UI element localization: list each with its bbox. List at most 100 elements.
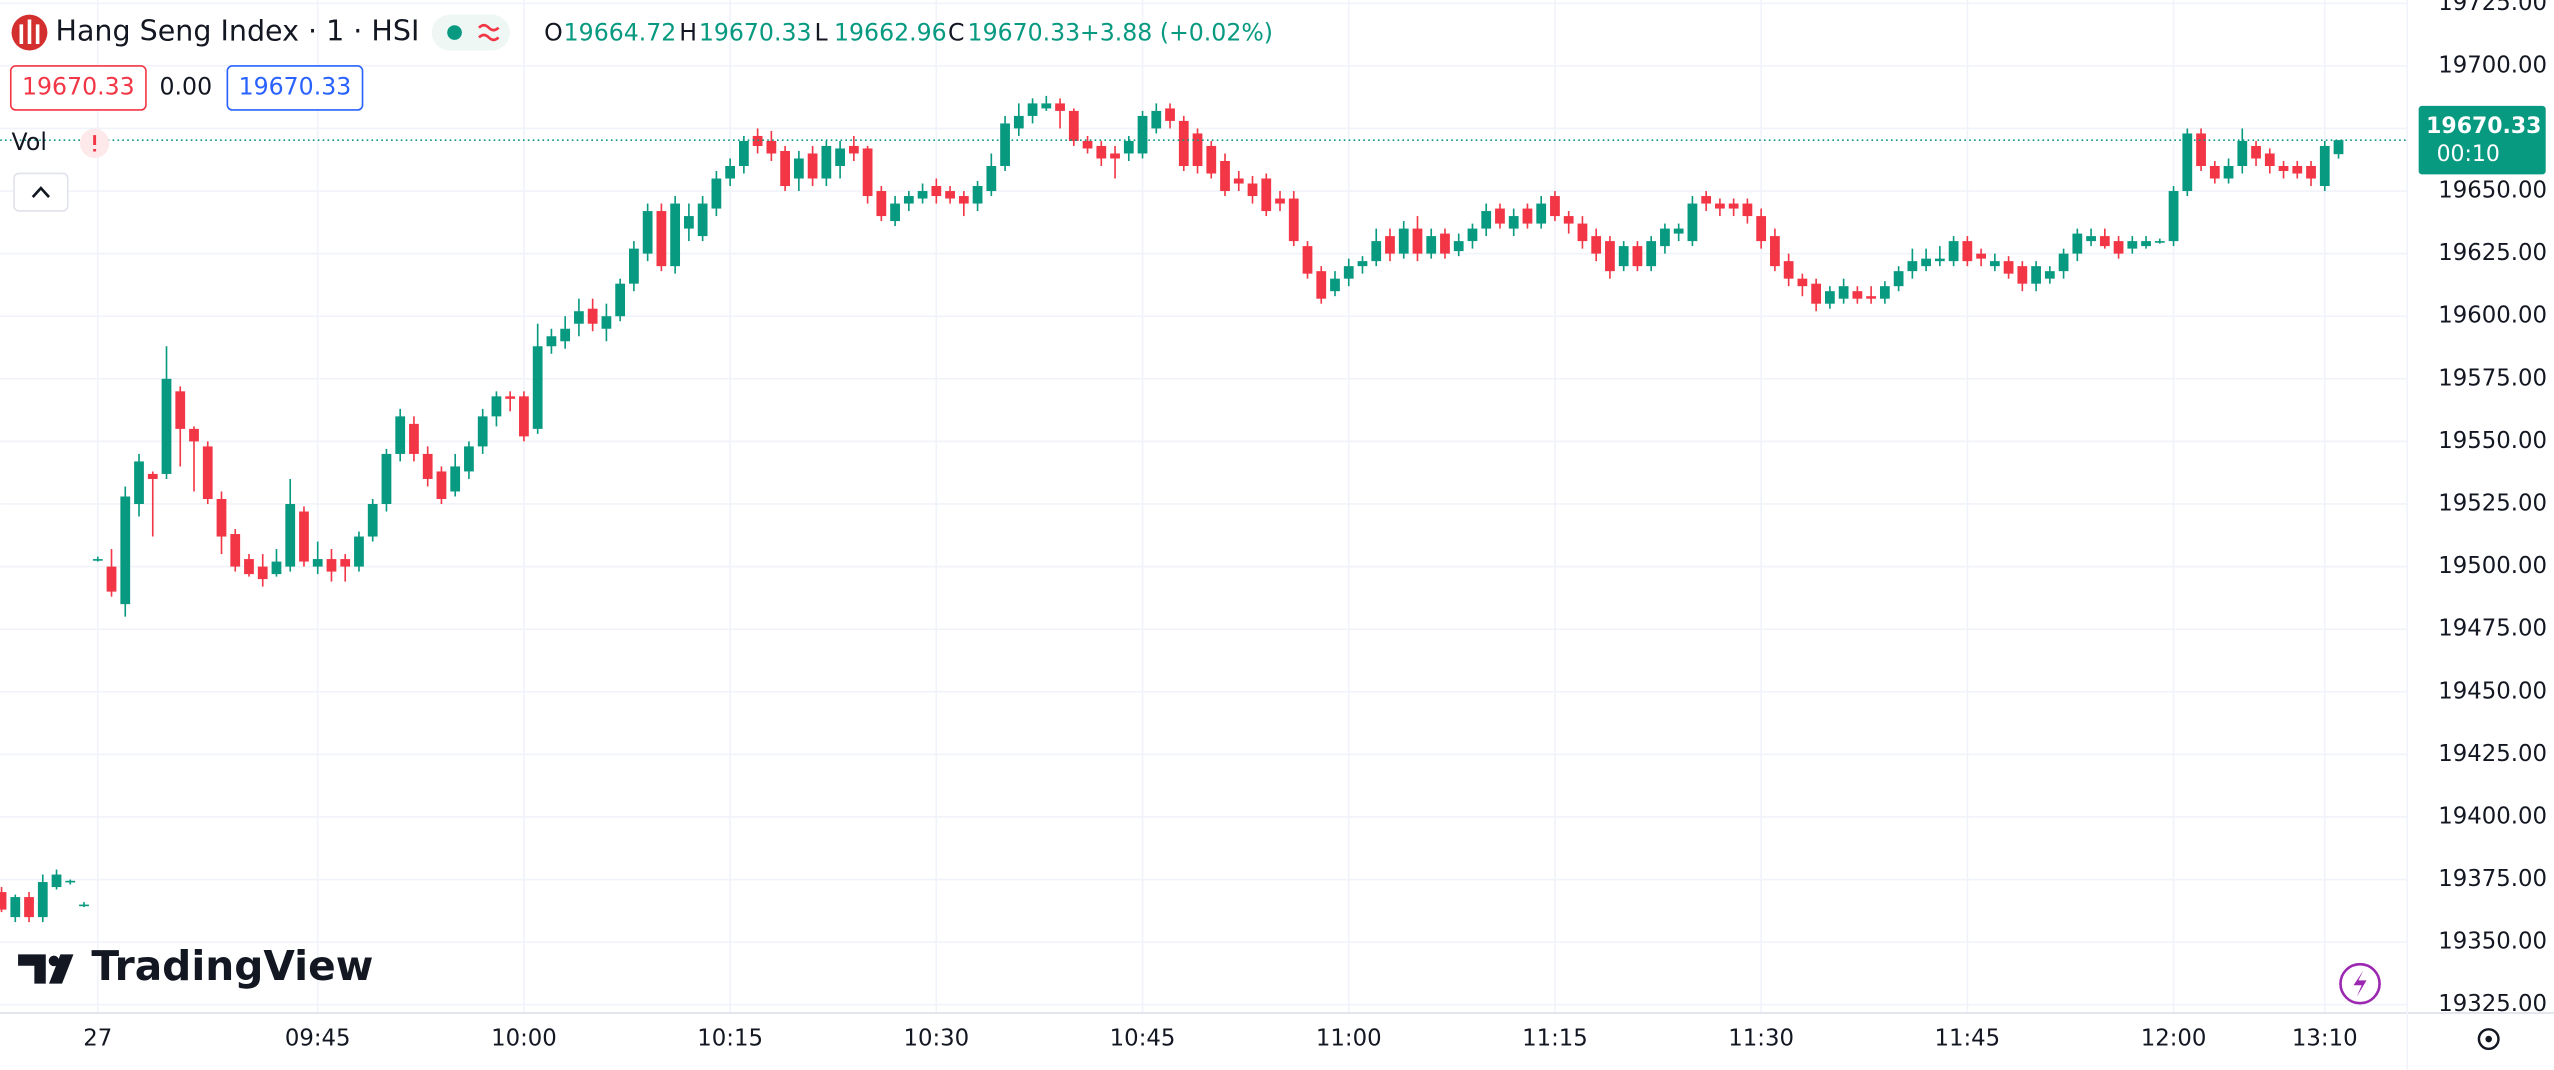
candle-body <box>574 311 584 324</box>
ohlc-key: H <box>679 19 697 47</box>
candle-body <box>821 145 832 179</box>
candle-body <box>1866 296 1877 299</box>
candle-body <box>890 203 900 222</box>
brand-name: TradingView <box>91 942 373 990</box>
status-toggle[interactable] <box>431 14 510 51</box>
candle-body <box>656 211 667 267</box>
candle-body <box>738 140 749 166</box>
y-tick-label: 19400.00 <box>2438 803 2547 829</box>
candle-body <box>1385 236 1395 254</box>
volume-label: Vol <box>12 128 47 156</box>
candle-body <box>1426 236 1437 254</box>
candle-body <box>1343 266 1354 279</box>
ohlc-key: L <box>814 19 828 47</box>
candle-body <box>1825 291 1835 304</box>
candle-body <box>2278 165 2289 172</box>
y-tick-label: 19525.00 <box>2438 490 2547 516</box>
candle-body <box>1687 203 1698 242</box>
symbol-icon-glyph <box>19 19 40 44</box>
ohlc-value: 19670.33 <box>968 19 1081 47</box>
candle-body <box>725 165 736 179</box>
last-price-text: 19670.33 <box>2426 114 2541 139</box>
candle-body <box>972 186 983 204</box>
candle-body <box>1453 241 1464 252</box>
candle-body <box>1068 110 1079 141</box>
candle-body <box>1934 258 1945 262</box>
candle-body <box>2154 241 2165 243</box>
delayed-icon <box>478 23 500 42</box>
y-tick-label: 19475.00 <box>2438 616 2547 642</box>
x-tick-label: 11:45 <box>1935 1026 2001 1052</box>
candle-body <box>1811 283 1822 304</box>
x-tick-label: 10:15 <box>697 1026 763 1052</box>
y-tick-label: 19625.00 <box>2438 240 2547 266</box>
x-tick-label: 11:00 <box>1316 1026 1382 1052</box>
candle-body <box>1041 103 1052 109</box>
candle-body <box>793 158 804 179</box>
candle-body <box>1206 145 1217 174</box>
last-price-badge <box>2418 105 2546 175</box>
candle-body <box>2306 165 2316 179</box>
brand: TradingView <box>18 942 373 990</box>
candle-body <box>546 336 557 347</box>
ohlc-value: 19662.96 <box>834 19 947 47</box>
countdown: 00:10 <box>2437 142 2500 167</box>
trade-buttons: 19670.33 0.00 19670.33 <box>9 65 364 111</box>
candle-body <box>216 498 227 537</box>
candle-body <box>51 874 62 888</box>
candle-body <box>189 428 199 442</box>
candle-body <box>1852 291 1863 299</box>
collapse-button[interactable] <box>13 172 69 212</box>
candle-body <box>285 503 296 567</box>
y-tick-label: 19325.00 <box>2438 991 2547 1017</box>
candle-body <box>161 378 172 474</box>
candle-body <box>1371 241 1382 262</box>
candle-body <box>10 897 21 918</box>
last-price-label: 19670.33 00:10 <box>2418 105 2546 175</box>
candle-body <box>1220 160 1230 192</box>
candle-body <box>2333 140 2344 155</box>
candle-body <box>2196 133 2206 166</box>
candle-body <box>2127 241 2138 249</box>
y-tick-label: 19575.00 <box>2438 365 2547 391</box>
candle-body <box>450 466 461 492</box>
candle-body <box>1233 178 1244 184</box>
candle-body <box>134 461 144 504</box>
candle-body <box>106 566 117 592</box>
y-tick-label: 19650.00 <box>2438 178 2547 204</box>
candle-body <box>1055 103 1065 111</box>
settings-button[interactable] <box>2477 1028 2500 1051</box>
candle-body <box>2319 145 2330 187</box>
candle-body <box>2031 266 2041 284</box>
y-tick-label: 19425.00 <box>2438 741 2547 767</box>
x-tick-label: 10:30 <box>903 1026 969 1052</box>
y-tick-label: 19600.00 <box>2438 303 2547 329</box>
candle-body <box>1398 228 1409 254</box>
buy-button[interactable] <box>226 65 364 111</box>
lightning-glyph <box>2353 970 2367 997</box>
volume-pane-legend: Vol <box>12 128 110 212</box>
candle-body <box>37 882 48 918</box>
candle-body <box>835 148 845 166</box>
candle-body <box>1412 228 1423 254</box>
candle-body <box>2141 241 2151 247</box>
candle-body <box>1577 223 1588 242</box>
collapse-glyph <box>31 186 50 198</box>
sell-button[interactable] <box>9 65 147 111</box>
candle-body <box>848 145 859 154</box>
candle-body <box>1989 261 2000 267</box>
candle-body <box>381 453 392 504</box>
candle-body <box>2237 140 2248 166</box>
candle-body <box>1797 278 1808 287</box>
candle-body <box>2058 253 2069 272</box>
candle-body <box>1591 236 1602 254</box>
candle-body <box>2182 133 2193 192</box>
x-tick-label: 09:45 <box>285 1026 351 1052</box>
candle-body <box>491 396 502 417</box>
candle-body <box>1151 110 1162 129</box>
candle-body <box>175 391 186 429</box>
spread: 0.00 <box>160 72 213 100</box>
candle-body <box>697 203 708 237</box>
brand-logo <box>18 954 74 984</box>
